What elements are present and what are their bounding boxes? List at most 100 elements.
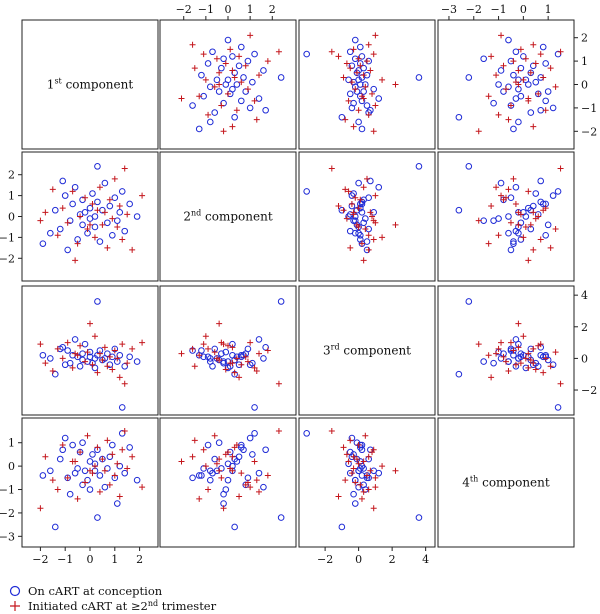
point-conception-35-r1-c2	[251, 50, 258, 58]
point-trimester-6-r3-c2	[225, 342, 231, 349]
y-tick-label-left-r2: 1	[8, 190, 15, 203]
point-trimester-26-r3-c2	[178, 350, 185, 357]
point-trimester-12-r2-c1	[96, 184, 103, 191]
point-trimester-18-r2-c3	[364, 175, 370, 182]
point-trimester-23-r2-c1	[129, 246, 136, 253]
point-trimester-9-r2-c3	[348, 200, 355, 207]
point-trimester-8-r1-c4	[552, 83, 559, 90]
point-trimester-19-r2-c3	[355, 223, 362, 230]
point-trimester-11-r4-c2	[231, 444, 238, 451]
point-trimester-20-r3-c4	[488, 374, 495, 381]
point-trimester-20-r4-c1	[116, 493, 123, 500]
point-trimester-0-r3-c4	[530, 360, 537, 367]
point-conception-31-r2-c3	[351, 213, 359, 220]
point-conception-29-r2-c4	[512, 227, 520, 235]
point-conception-23-r2-c3	[360, 219, 367, 227]
point-trimester-3-r4-c3	[372, 474, 379, 481]
point-trimester-29-r1-c4	[475, 128, 482, 135]
point-trimester-4-r3-c2	[251, 364, 258, 371]
legend-plus-icon	[10, 601, 20, 611]
point-trimester-16-r1-c2	[242, 62, 249, 69]
point-trimester-29-r3-c4	[475, 341, 482, 348]
point-trimester-4-r1-c3	[345, 97, 352, 104]
point-conception-34-r4-c2	[277, 514, 285, 521]
point-conception-13-r2-c4	[505, 229, 512, 237]
point-conception-28-r1-c3	[358, 53, 366, 60]
point-trimester-10-r1-c3	[379, 76, 386, 83]
point-trimester-8-r1-c2	[211, 83, 218, 90]
point-trimester-8-r2-c4	[552, 226, 559, 233]
point-conception-0-r1-c4	[515, 118, 522, 126]
point-trimester-7-r3-c4	[503, 358, 509, 365]
y-tick-label-left-r4: 0	[8, 460, 15, 473]
point-conception-7-r2-c4	[512, 183, 520, 191]
point-conception-22-r3-c2	[260, 355, 267, 362]
point-trimester-1-r1-c3	[365, 111, 372, 118]
point-trimester-9-r2-c4	[512, 200, 519, 207]
point-trimester-29-r3-c1	[37, 341, 44, 348]
point-conception-3-r2-c3	[348, 192, 356, 199]
point-trimester-18-r1-c3	[364, 58, 370, 65]
point-conception-33-r2-c3	[367, 177, 374, 185]
point-conception-15-r3-c2	[222, 348, 230, 356]
legend-label-trimester: Initiated cART at ≥2nd trimester	[28, 599, 217, 613]
point-conception-6-r1-c4	[542, 97, 549, 105]
point-conception-35-r4-c3	[303, 430, 310, 437]
point-trimester-3-r1-c3	[372, 102, 379, 109]
point-conception-25-r3-c2	[204, 353, 212, 361]
point-trimester-0-r1-c2	[229, 123, 236, 130]
point-trimester-25-r1-c3	[342, 116, 349, 123]
point-trimester-22-r1-c4	[517, 46, 524, 53]
point-trimester-10-r3-c1	[91, 333, 98, 340]
point-conception-5-r4-c1	[66, 490, 74, 498]
point-conception-16-r2-c4	[532, 190, 540, 197]
point-conception-24-r1-c2	[235, 62, 243, 70]
point-conception-4-r4-c2	[189, 474, 196, 482]
point-conception-16-r1-c4	[532, 78, 540, 86]
point-trimester-17-r3-c2	[222, 366, 229, 373]
point-conception-33-r1-c2	[262, 106, 269, 114]
point-trimester-23-r2-c4	[530, 246, 537, 253]
point-trimester-22-r1-c3	[350, 46, 357, 53]
point-conception-5-r1-c4	[490, 99, 497, 107]
point-conception-22-r1-c4	[497, 67, 505, 74]
point-conception-7-r3-c2	[255, 336, 263, 343]
point-trimester-25-r3-c2	[253, 368, 260, 375]
point-trimester-1-r3-c2	[205, 345, 212, 352]
point-trimester-9-r2-c1	[89, 200, 96, 207]
point-trimester-12-r2-c3	[360, 184, 367, 191]
point-trimester-14-r1-c3	[367, 67, 374, 74]
point-conception-25-r1-c2	[204, 60, 212, 67]
y-tick-label-left-r2: −2	[0, 252, 15, 265]
point-trimester-18-r3-c1	[111, 347, 118, 354]
point-trimester-13-r1-c4	[527, 69, 534, 76]
point-trimester-17-r2-c4	[532, 215, 539, 222]
point-conception-7-r3-c1	[71, 336, 79, 343]
point-conception-28-r2-c1	[116, 209, 124, 216]
point-conception-16-r4-c2	[249, 451, 256, 458]
point-conception-0-r4-c1	[47, 467, 54, 475]
point-conception-31-r2-c4	[505, 213, 512, 220]
point-conception-23-r2-c1	[104, 219, 111, 227]
point-trimester-12-r4-c2	[256, 488, 262, 495]
point-trimester-5-r4-c2	[196, 495, 203, 502]
point-conception-20-r4-c1	[96, 472, 104, 479]
point-trimester-17-r2-c3	[343, 215, 350, 222]
point-trimester-15-r1-c3	[347, 65, 354, 72]
x-tick-label-bottom-c3: −2	[317, 553, 333, 566]
point-trimester-27-r3-c4	[515, 320, 522, 327]
point-conception-29-r2-c1	[121, 227, 129, 235]
point-conception-4-r1-c2	[189, 102, 196, 109]
point-trimester-2-r1-c3	[355, 107, 362, 114]
point-conception-10-r3-c1	[79, 350, 86, 357]
point-conception-22-r2-c3	[355, 179, 362, 187]
point-trimester-26-r2-c4	[525, 257, 532, 264]
point-trimester-4-r3-c4	[525, 364, 532, 371]
point-conception-5-r3-c1	[66, 359, 74, 367]
point-conception-31-r1-c4	[505, 36, 512, 44]
point-trimester-19-r3-c1	[114, 355, 121, 362]
point-trimester-0-r4-c1	[42, 453, 49, 460]
point-conception-33-r2-c4	[537, 177, 545, 185]
point-conception-30-r4-c1	[126, 444, 133, 451]
